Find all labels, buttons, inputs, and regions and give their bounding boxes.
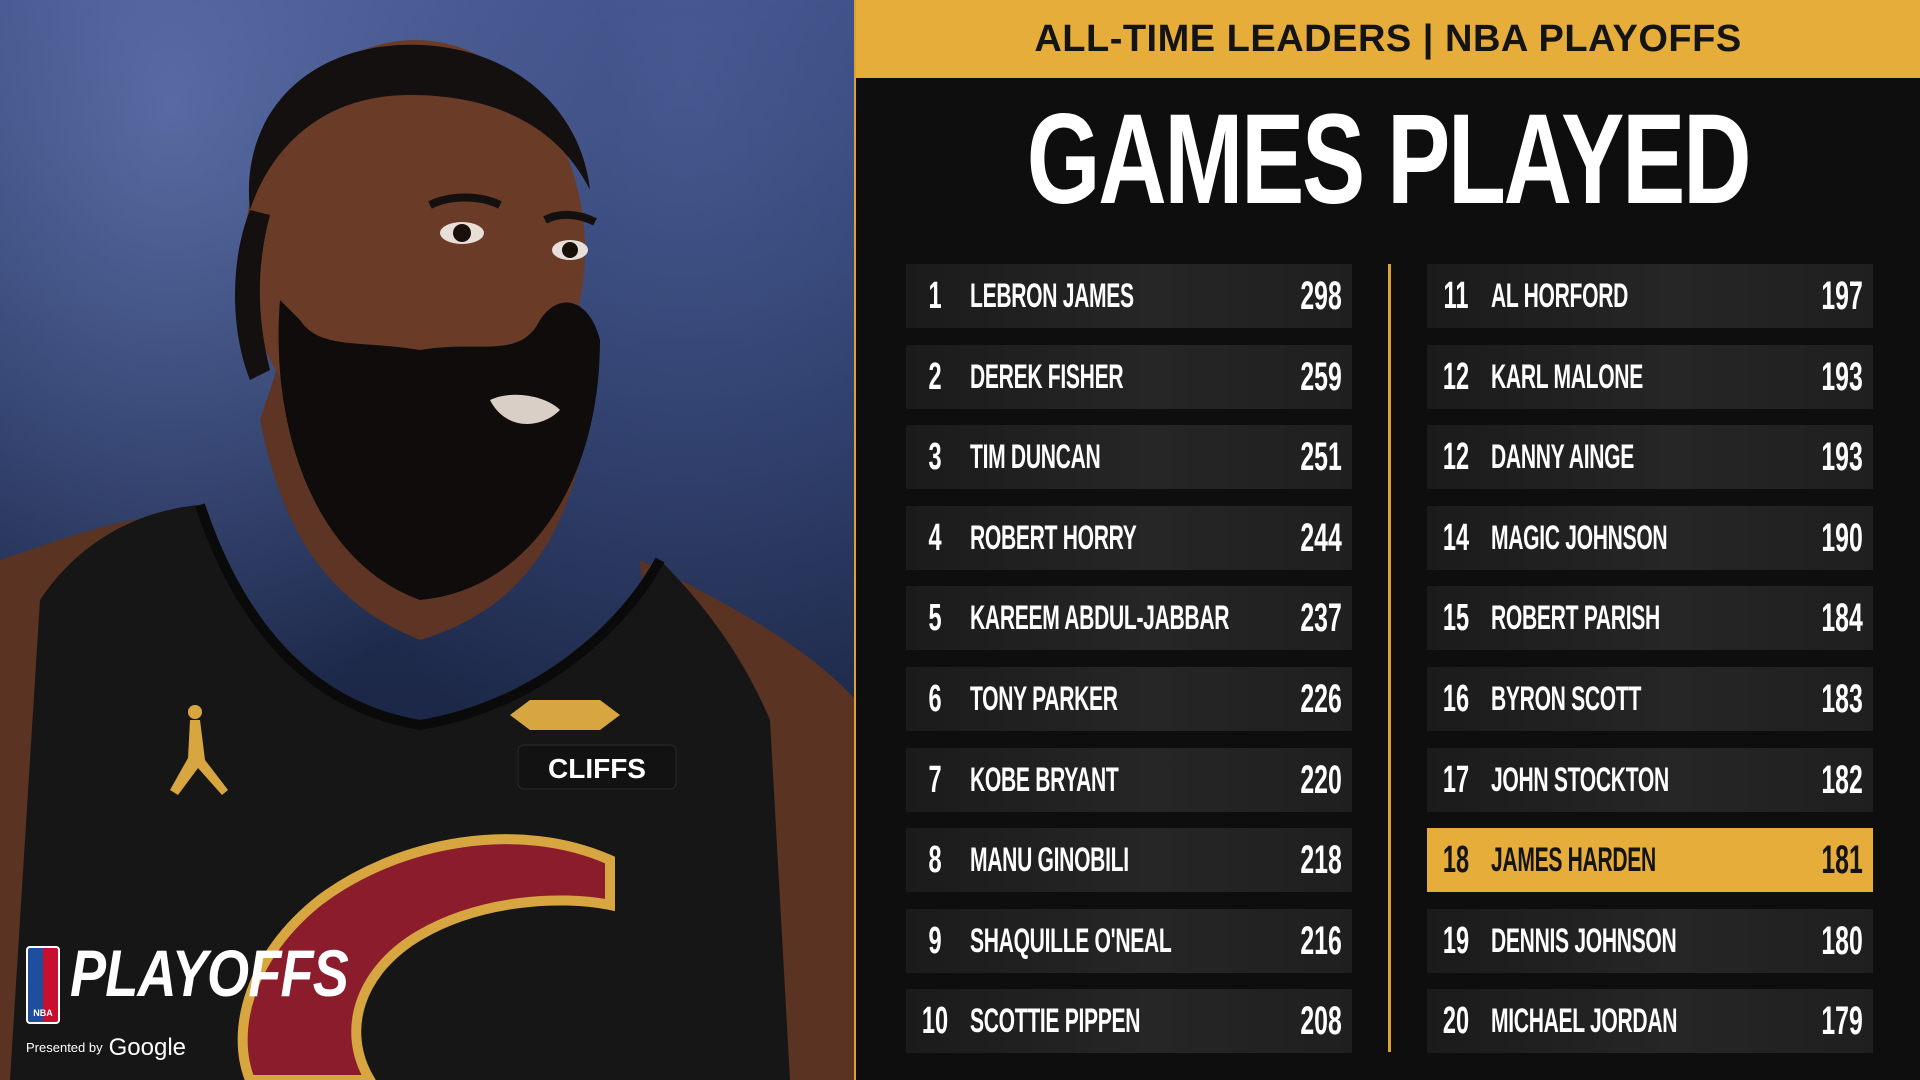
leaders-column-left: 1 LEBRON JAMES 298 2 DEREK FISHER 259 3 TIM D…: [906, 264, 1352, 1070]
leader-row: 15 ROBERT PARISH 184: [1427, 586, 1873, 651]
player-name: AL HORFORD: [1491, 277, 1629, 315]
rank: 12: [1442, 355, 1470, 398]
games-played: 208: [1300, 999, 1342, 1044]
rank: 2: [928, 355, 942, 398]
games-played: 244: [1300, 515, 1342, 560]
column-divider: [1388, 264, 1391, 1052]
leader-row: 3 TIM DUNCAN 251: [906, 425, 1352, 490]
playoffs-wordmark: PLAYOFFS: [70, 936, 349, 1010]
panel-divider: [854, 0, 857, 1080]
player-name: KOBE BRYANT: [970, 760, 1119, 799]
leader-row: 5 KAREEM ABDUL-JABBAR 237: [906, 586, 1352, 651]
games-played: 237: [1300, 596, 1342, 641]
rank: 5: [928, 597, 942, 640]
player-name: LEBRON JAMES: [970, 277, 1134, 315]
leader-row: 6 TONY PARKER 226: [906, 666, 1352, 731]
jersey-sponsor-text: CLIFFS: [548, 753, 646, 784]
leader-row: 14 MAGIC JOHNSON 190: [1427, 505, 1873, 570]
rank: 12: [1442, 436, 1470, 479]
leader-row: 9 SHAQUILLE O'NEAL 216: [906, 908, 1352, 973]
leader-row: 8 MANU GINOBILI 218: [906, 828, 1352, 893]
games-played: 193: [1821, 435, 1863, 480]
leader-row: 7 KOBE BRYANT 220: [906, 747, 1352, 812]
games-played: 181: [1821, 838, 1863, 883]
player-name: MANU GINOBILI: [970, 841, 1129, 880]
games-played: 218: [1300, 838, 1342, 883]
games-played: 251: [1300, 435, 1342, 480]
player-name: DENNIS JOHNSON: [1491, 921, 1677, 960]
rank: 7: [928, 758, 942, 801]
leader-row: 1 LEBRON JAMES 298: [906, 264, 1352, 328]
games-played: 220: [1300, 757, 1342, 802]
player-name: JOHN STOCKTON: [1491, 760, 1669, 799]
jumpman-logo-icon: [170, 705, 228, 795]
leader-row: 12 DANNY AINGE 193: [1427, 425, 1873, 490]
rank: 6: [928, 677, 942, 720]
player-name: DANNY AINGE: [1491, 438, 1634, 477]
leader-row: 20 MICHAEL JORDAN 179: [1427, 989, 1873, 1054]
games-played: 259: [1300, 354, 1342, 399]
nba-logo-icon: NBA: [26, 946, 60, 1024]
leader-row: 16 BYRON SCOTT 183: [1427, 666, 1873, 731]
games-played: 197: [1821, 274, 1863, 318]
leader-row: 2 DEREK FISHER 259: [906, 344, 1352, 409]
games-played: 182: [1821, 757, 1863, 802]
player-name: BYRON SCOTT: [1491, 679, 1642, 718]
leader-row-highlighted: 18 JAMES HARDEN 181: [1427, 828, 1873, 893]
leader-row: 17 JOHN STOCKTON 182: [1427, 747, 1873, 812]
rank: 20: [1442, 1000, 1470, 1043]
player-name: TIM DUNCAN: [970, 438, 1101, 477]
player-name: ROBERT PARISH: [1491, 599, 1660, 638]
player-name: KARL MALONE: [1491, 357, 1643, 396]
player-name: TONY PARKER: [970, 679, 1118, 718]
rank: 10: [921, 1000, 949, 1043]
games-played: 298: [1300, 274, 1342, 318]
games-played: 179: [1821, 999, 1863, 1044]
leader-row: 11 AL HORFORD 197: [1427, 264, 1873, 328]
rank: 8: [928, 839, 942, 882]
player-name: DEREK FISHER: [970, 357, 1124, 396]
player-photo: CLIFFS NBA PLAYOFFS Presented by Google: [0, 0, 856, 1080]
presented-by-text: Presented by: [26, 1040, 103, 1055]
leaders-column-right: 11 AL HORFORD 197 12 KARL MALONE 193 12 DANNY…: [1427, 264, 1873, 1070]
playoffs-logo: NBA PLAYOFFS Presented by Google: [26, 940, 349, 1064]
rank: 15: [1442, 597, 1470, 640]
presented-by-line: Presented by Google: [26, 1034, 186, 1062]
header-banner: ALL-TIME LEADERS | NBA PLAYOFFS: [856, 0, 1920, 78]
leader-row: 4 ROBERT HORRY 244: [906, 505, 1352, 570]
nba-mark: NBA: [33, 1008, 53, 1018]
rank: 3: [928, 436, 942, 479]
player-name: KAREEM ABDUL-JABBAR: [970, 599, 1230, 638]
banner-title: ALL-TIME LEADERS | NBA PLAYOFFS: [1034, 17, 1742, 60]
leader-row: 10 SCOTTIE PIPPEN 208: [906, 989, 1352, 1054]
rank: 18: [1442, 839, 1470, 882]
games-played: 183: [1821, 676, 1863, 721]
player-name: SHAQUILLE O'NEAL: [970, 921, 1172, 960]
games-played: 190: [1821, 515, 1863, 560]
rank: 14: [1442, 516, 1470, 559]
player-name: JAMES HARDEN: [1491, 841, 1656, 880]
games-played: 184: [1821, 596, 1863, 641]
rank: 19: [1442, 919, 1470, 962]
stat-title: GAMES PLAYED: [1026, 88, 1752, 231]
player-illustration: CLIFFS: [0, 40, 856, 1080]
rank: 11: [1443, 275, 1469, 317]
player-name: MAGIC JOHNSON: [1491, 518, 1668, 557]
rank: 4: [928, 516, 942, 559]
games-played: 216: [1300, 918, 1342, 963]
leader-row: 19 DENNIS JOHNSON 180: [1427, 908, 1873, 973]
player-name: SCOTTIE PIPPEN: [970, 1002, 1141, 1041]
player-name: MICHAEL JORDAN: [1491, 1002, 1678, 1041]
player-name: ROBERT HORRY: [970, 518, 1137, 557]
rank: 1: [928, 275, 942, 317]
games-played: 180: [1821, 918, 1863, 963]
stats-panel: ALL-TIME LEADERS | NBA PLAYOFFS GAMES PL…: [856, 0, 1920, 1080]
leader-row: 12 KARL MALONE 193: [1427, 344, 1873, 409]
rank: 17: [1442, 758, 1470, 801]
rank: 9: [928, 919, 942, 962]
games-played: 193: [1821, 354, 1863, 399]
google-wordmark: Google: [108, 1034, 186, 1061]
rank: 16: [1442, 677, 1470, 720]
games-played: 226: [1300, 676, 1342, 721]
